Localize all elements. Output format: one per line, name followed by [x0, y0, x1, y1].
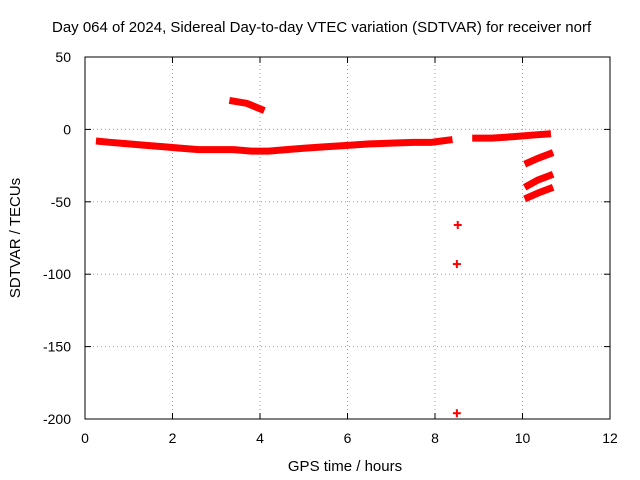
grid — [85, 57, 610, 419]
x-tick-label: 12 — [602, 430, 618, 446]
y-tick-label: -200 — [43, 411, 71, 427]
data-point-6 — [453, 220, 462, 229]
chart-title: Day 064 of 2024, Sidereal Day-to-day VTE… — [52, 19, 592, 36]
x-tick-label: 8 — [431, 430, 439, 446]
y-tick-label: -50 — [51, 194, 71, 210]
data-segment-0 — [95, 136, 453, 155]
x-tick-label: 0 — [81, 430, 89, 446]
axis-ticks: 0 2 4 6 8 10 12 50 0 -50 -100 -150 -200 — [43, 49, 618, 446]
y-tick-label: -100 — [43, 266, 71, 282]
data-series — [95, 96, 555, 418]
y-axis-label: SDTVAR / TECUs — [7, 178, 24, 298]
y-tick-label: 0 — [63, 121, 71, 137]
y-tick-label: 50 — [55, 49, 71, 65]
x-tick-label: 4 — [256, 430, 264, 446]
data-segment-5 — [523, 184, 555, 203]
x-tick-label: 10 — [515, 430, 531, 446]
x-axis-label: GPS time / hours — [288, 458, 402, 475]
data-segment-4 — [522, 171, 555, 191]
x-tick-label: 6 — [344, 430, 352, 446]
x-tick-label: 2 — [169, 430, 177, 446]
data-segment-2 — [472, 130, 552, 142]
y-tick-label: -150 — [43, 339, 71, 355]
data-segment-1 — [228, 96, 266, 114]
data-point-7 — [452, 260, 461, 269]
data-point-8 — [452, 409, 461, 418]
data-segment-3 — [523, 149, 555, 168]
